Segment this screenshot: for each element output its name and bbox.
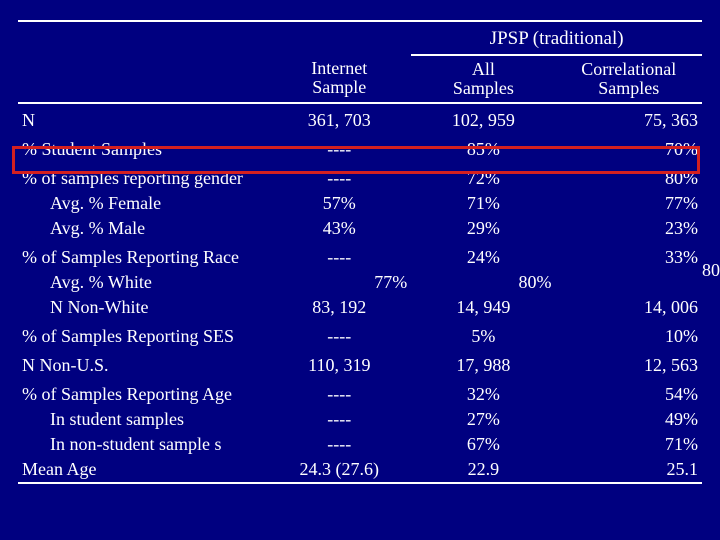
label-race: % of Samples Reporting Race — [18, 241, 267, 270]
cell: 29% — [411, 216, 555, 241]
cell: 43% — [267, 216, 411, 241]
row-age: % of Samples Reporting Age ---- 32% 54% — [18, 378, 702, 407]
cell: 80% — [556, 162, 702, 191]
cell: 57% — [267, 191, 411, 216]
cell: ---- — [267, 133, 411, 162]
cell: 23% — [556, 216, 702, 241]
label-student: % Student Samples — [18, 133, 267, 162]
label-mean-age: Mean Age — [18, 457, 267, 483]
cell: 22.9 — [411, 457, 555, 483]
row-gender: % of samples reporting gender ---- 72% 8… — [18, 162, 702, 191]
cell: 71% — [556, 432, 702, 457]
cell: 54% — [556, 378, 702, 407]
label-age-nonstudent: In non-student sample s — [18, 432, 267, 457]
cell: 49% — [556, 407, 702, 432]
col-header-corr: CorrelationalSamples — [556, 55, 702, 103]
cell: 25.1 — [556, 457, 702, 483]
cell: ---- — [267, 432, 411, 457]
cell: 17, 988 — [411, 349, 555, 378]
label-age: % of Samples Reporting Age — [18, 378, 267, 407]
row-race: % of Samples Reporting Race ---- 24% 33% — [18, 241, 702, 270]
label-ses: % of Samples Reporting SES — [18, 320, 267, 349]
row-mean-age: Mean Age 24.3 (27.6) 22.9 25.1 — [18, 457, 702, 483]
row-nonus: N Non-U.S. 110, 319 17, 988 12, 563 — [18, 349, 702, 378]
row-age-student: In student samples ---- 27% 49% — [18, 407, 702, 432]
cell: ---- — [267, 407, 411, 432]
col-header-internet: InternetSample — [267, 55, 411, 103]
label-nonwhite: N Non-White — [18, 295, 267, 320]
label-female: Avg. % Female — [18, 191, 267, 216]
row-race-white: Avg. % White 77% 80% — [18, 270, 702, 295]
cell: 77% — [556, 191, 702, 216]
cell — [556, 270, 702, 295]
cell: 361, 703 — [267, 103, 411, 133]
cell: 67% — [411, 432, 555, 457]
cell: 32% — [411, 378, 555, 407]
cell: 83, 192 — [267, 295, 411, 320]
cell: 85% — [411, 133, 555, 162]
label-nonus: N Non-U.S. — [18, 349, 267, 378]
label-age-student: In student samples — [18, 407, 267, 432]
cell: 14, 949 — [411, 295, 555, 320]
row-age-nonstudent: In non-student sample s ---- 67% 71% — [18, 432, 702, 457]
row-gender-male: Avg. % Male 43% 29% 23% — [18, 216, 702, 241]
row-ses: % of Samples Reporting SES ---- 5% 10% — [18, 320, 702, 349]
cell: ---- — [267, 378, 411, 407]
cell: ---- — [267, 320, 411, 349]
cell: 24.3 (27.6) — [267, 457, 411, 483]
cell: 24% — [411, 241, 555, 270]
label-white: Avg. % White — [18, 270, 267, 295]
cell: 80% — [411, 270, 555, 295]
label-gender: % of samples reporting gender — [18, 162, 267, 191]
row-race-nonwhite: N Non-White 83, 192 14, 949 14, 006 — [18, 295, 702, 320]
row-gender-female: Avg. % Female 57% 71% 77% — [18, 191, 702, 216]
cell: 75, 363 — [556, 103, 702, 133]
label-male: Avg. % Male — [18, 216, 267, 241]
cell: 10% — [556, 320, 702, 349]
group-header: JPSP (traditional) — [411, 22, 702, 55]
cell: 110, 319 — [267, 349, 411, 378]
cell: 27% — [411, 407, 555, 432]
overflow-text: 80 — [702, 260, 720, 281]
cell: 70% — [556, 133, 702, 162]
cell: 5% — [411, 320, 555, 349]
cell: 102, 959 — [411, 103, 555, 133]
cell: 12, 563 — [556, 349, 702, 378]
cell: 33% — [556, 241, 702, 270]
cell: 77% — [267, 270, 411, 295]
cell: 71% — [411, 191, 555, 216]
cell: 72% — [411, 162, 555, 191]
row-student: % Student Samples ---- 85% 70% — [18, 133, 702, 162]
row-n: N 361, 703 102, 959 75, 363 — [18, 103, 702, 133]
cell: 14, 006 — [556, 295, 702, 320]
data-table: JPSP (traditional) InternetSample AllSam… — [18, 22, 702, 484]
label-n: N — [18, 103, 267, 133]
col-header-all: AllSamples — [411, 55, 555, 103]
cell: ---- — [267, 241, 411, 270]
cell: ---- — [267, 162, 411, 191]
